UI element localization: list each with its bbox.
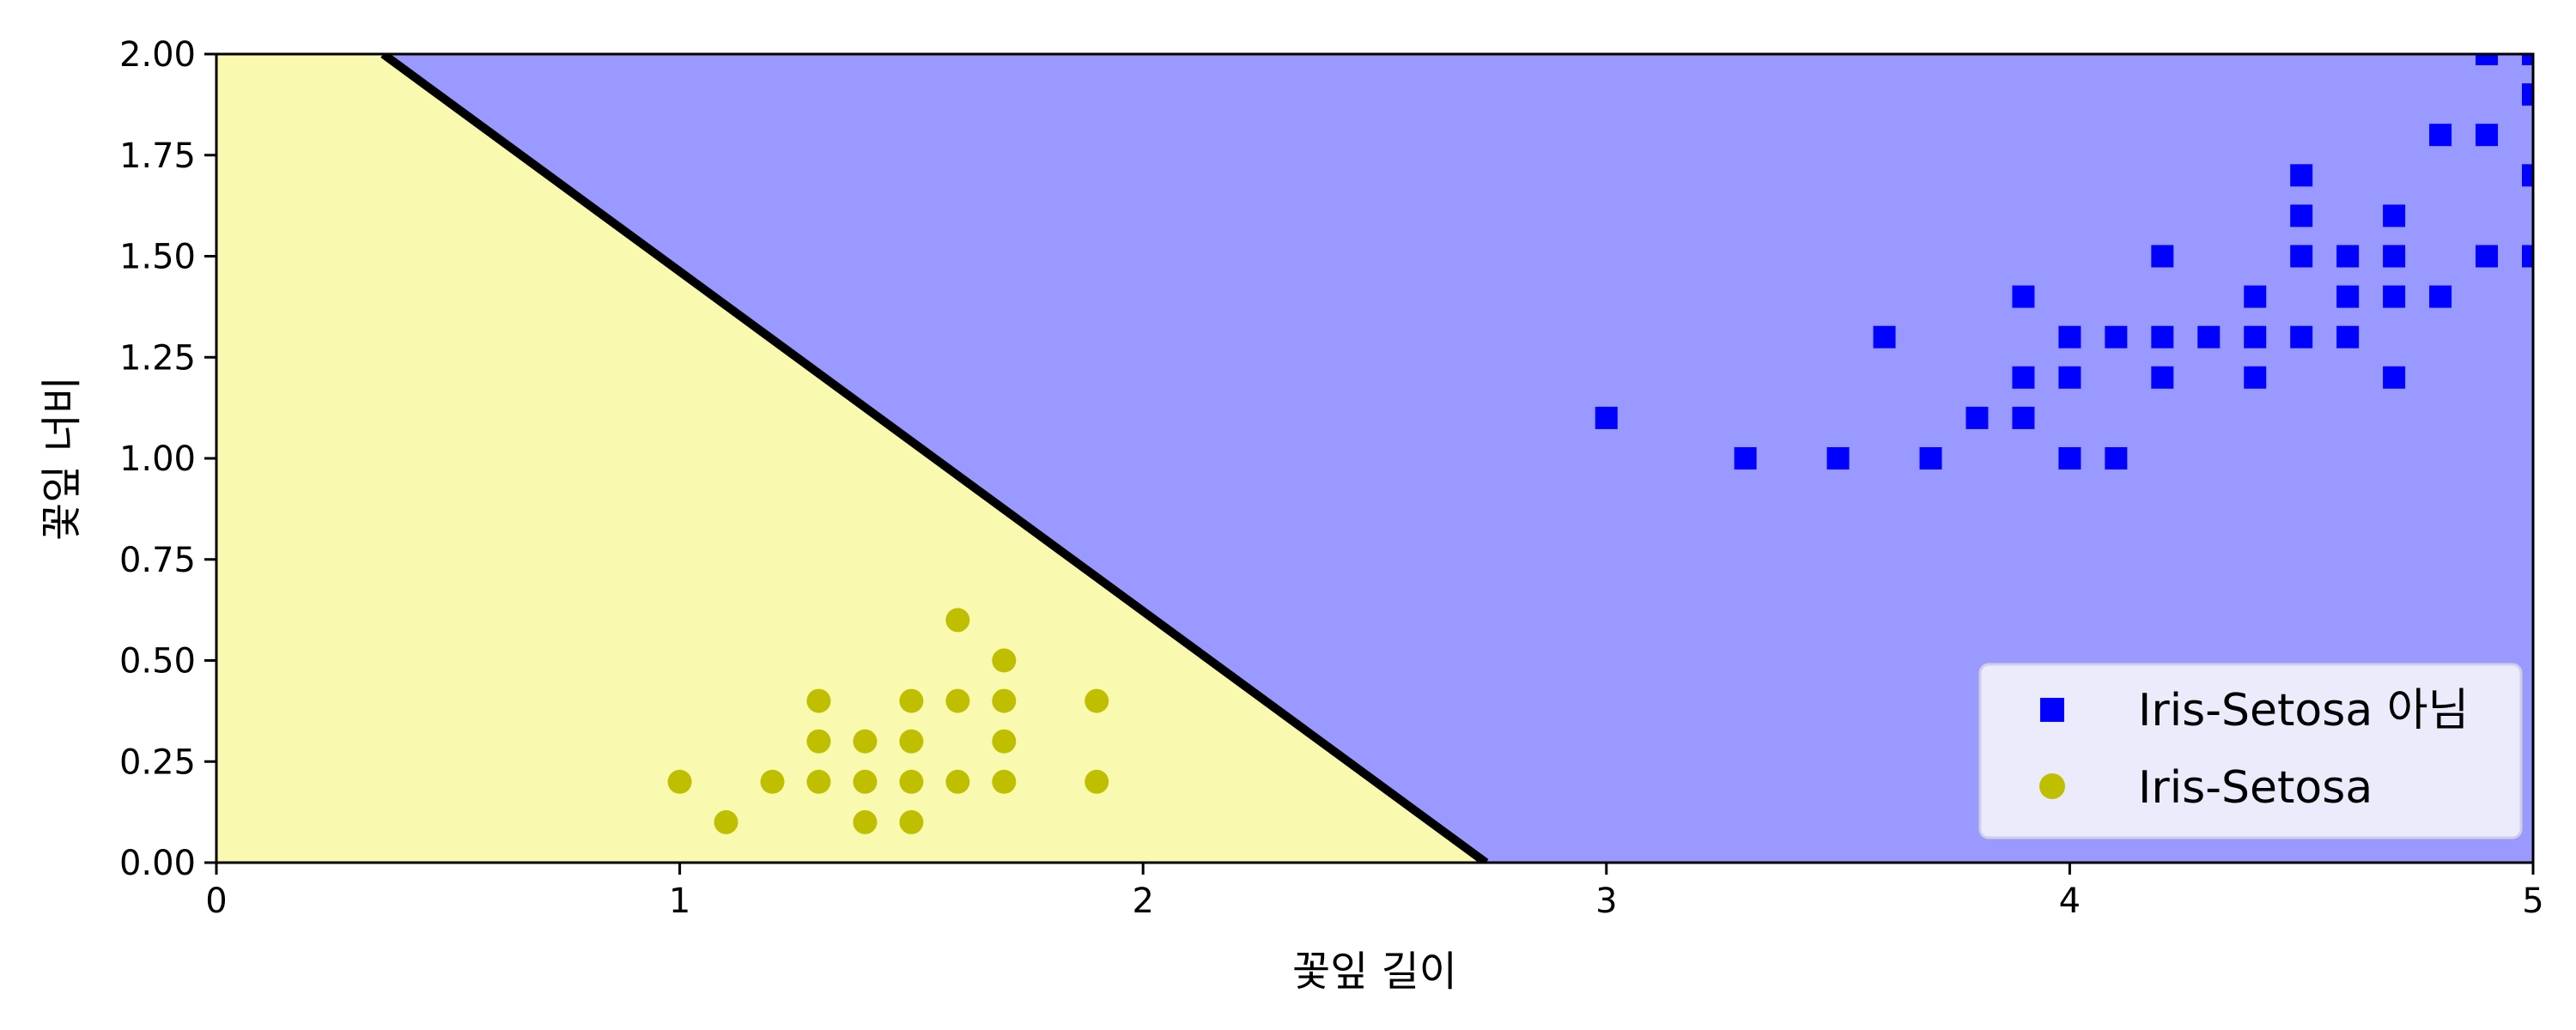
y-tick-label: 1.25 xyxy=(119,338,196,378)
decision-region-setosa xyxy=(216,54,1486,863)
data-point-non-setosa xyxy=(2012,285,2035,308)
y-axis: 0.00 0.25 0.50 0.75 1.00 1.25 1.50 1.75 2.00 xyxy=(119,35,216,883)
data-point-setosa xyxy=(899,809,924,834)
decision-boundary-line xyxy=(380,54,1489,863)
data-point-non-setosa xyxy=(2105,447,2128,470)
data-point-non-setosa xyxy=(2058,325,2081,348)
x-axis: 0 1 2 3 4 5 xyxy=(205,863,2544,921)
data-point-non-setosa xyxy=(2522,164,2533,187)
data-point-non-setosa xyxy=(2290,245,2313,268)
data-point-non-setosa xyxy=(2058,366,2081,389)
data-point-non-setosa xyxy=(2522,245,2533,268)
y-tick-label: 1.50 xyxy=(119,238,196,277)
data-point-non-setosa xyxy=(2244,285,2267,308)
x-tick-label: 1 xyxy=(669,882,690,921)
decision-region-non-setosa xyxy=(383,54,2533,863)
data-point-setosa xyxy=(760,769,785,794)
data-point-non-setosa xyxy=(2336,245,2360,268)
data-point-setosa xyxy=(945,688,970,713)
data-point-setosa xyxy=(992,729,1017,754)
data-point-setosa xyxy=(899,729,924,754)
data-point-setosa xyxy=(992,688,1017,713)
data-point-setosa xyxy=(853,769,878,794)
data-point-non-setosa xyxy=(2522,83,2533,106)
y-tick-label: 0.50 xyxy=(119,642,196,682)
data-point-non-setosa xyxy=(2383,204,2406,227)
y-axis-title: 꽃잎 너비 xyxy=(38,376,86,541)
data-point-non-setosa xyxy=(2012,366,2035,389)
legend-label-setosa: Iris-Setosa xyxy=(2138,762,2372,814)
legend-marker-square xyxy=(2040,698,2064,722)
data-point-setosa xyxy=(992,648,1017,673)
data-point-non-setosa xyxy=(2290,204,2313,227)
legend: Iris-Setosa 아님 Iris-Setosa xyxy=(1978,663,2523,839)
data-point-non-setosa xyxy=(2012,406,2035,429)
data-point-setosa xyxy=(945,769,970,794)
data-point-non-setosa xyxy=(1873,325,1896,348)
data-point-non-setosa xyxy=(2244,325,2267,348)
data-point-non-setosa xyxy=(2522,54,2533,65)
data-point-non-setosa xyxy=(2336,285,2360,308)
data-point-non-setosa xyxy=(2429,285,2452,308)
data-point-non-setosa xyxy=(2151,366,2174,389)
data-point-setosa xyxy=(1084,769,1109,794)
y-tick-label: 1.75 xyxy=(119,136,196,176)
data-point-non-setosa xyxy=(2197,325,2221,348)
data-point-non-setosa xyxy=(2290,325,2313,348)
data-point-non-setosa xyxy=(1595,406,1618,429)
data-point-setosa xyxy=(806,729,831,754)
data-point-non-setosa xyxy=(1826,447,1850,470)
data-point-non-setosa xyxy=(1965,406,1989,429)
data-point-non-setosa xyxy=(1919,447,1942,470)
data-point-setosa xyxy=(714,809,738,834)
data-point-non-setosa xyxy=(2151,245,2174,268)
data-point-setosa xyxy=(899,769,924,794)
data-point-setosa xyxy=(853,809,878,834)
data-point-non-setosa xyxy=(2244,366,2267,389)
data-point-non-setosa xyxy=(2290,164,2313,187)
data-point-non-setosa xyxy=(2336,325,2360,348)
data-point-non-setosa xyxy=(2383,366,2406,389)
data-point-non-setosa xyxy=(2476,124,2499,147)
y-tick-label: 0.25 xyxy=(119,742,196,782)
data-point-setosa xyxy=(806,769,831,794)
x-tick-label: 5 xyxy=(2522,882,2543,921)
legend-marker-circle xyxy=(2039,773,2065,799)
data-point-non-setosa xyxy=(2058,447,2081,470)
data-point-non-setosa xyxy=(2151,325,2174,348)
x-tick-label: 3 xyxy=(1595,882,1617,921)
data-points xyxy=(667,54,2533,834)
data-point-non-setosa xyxy=(2429,124,2452,147)
data-point-non-setosa xyxy=(2476,245,2499,268)
data-point-setosa xyxy=(806,688,831,713)
data-point-setosa xyxy=(1084,688,1109,713)
x-tick-label: 0 xyxy=(205,882,227,921)
x-tick-label: 4 xyxy=(2059,882,2081,921)
y-tick-label: 2.00 xyxy=(119,35,196,75)
data-point-non-setosa xyxy=(2383,285,2406,308)
data-point-setosa xyxy=(899,688,924,713)
y-tick-label: 0.75 xyxy=(119,541,196,580)
y-tick-label: 0.00 xyxy=(119,844,196,883)
data-point-setosa xyxy=(667,769,692,794)
legend-box xyxy=(1978,663,2523,839)
data-point-setosa xyxy=(992,769,1017,794)
data-point-non-setosa xyxy=(2105,325,2128,348)
data-point-non-setosa xyxy=(2383,245,2406,268)
x-axis-title: 꽃잎 길이 xyxy=(1292,948,1457,996)
data-point-setosa xyxy=(945,608,970,633)
data-point-non-setosa xyxy=(1734,447,1757,470)
data-point-setosa xyxy=(853,729,878,754)
legend-label-non-setosa: Iris-Setosa 아님 xyxy=(2138,685,2469,736)
data-point-non-setosa xyxy=(2476,54,2499,65)
plot-area xyxy=(216,54,2533,863)
x-tick-label: 2 xyxy=(1132,882,1153,921)
y-tick-label: 1.00 xyxy=(119,439,196,479)
